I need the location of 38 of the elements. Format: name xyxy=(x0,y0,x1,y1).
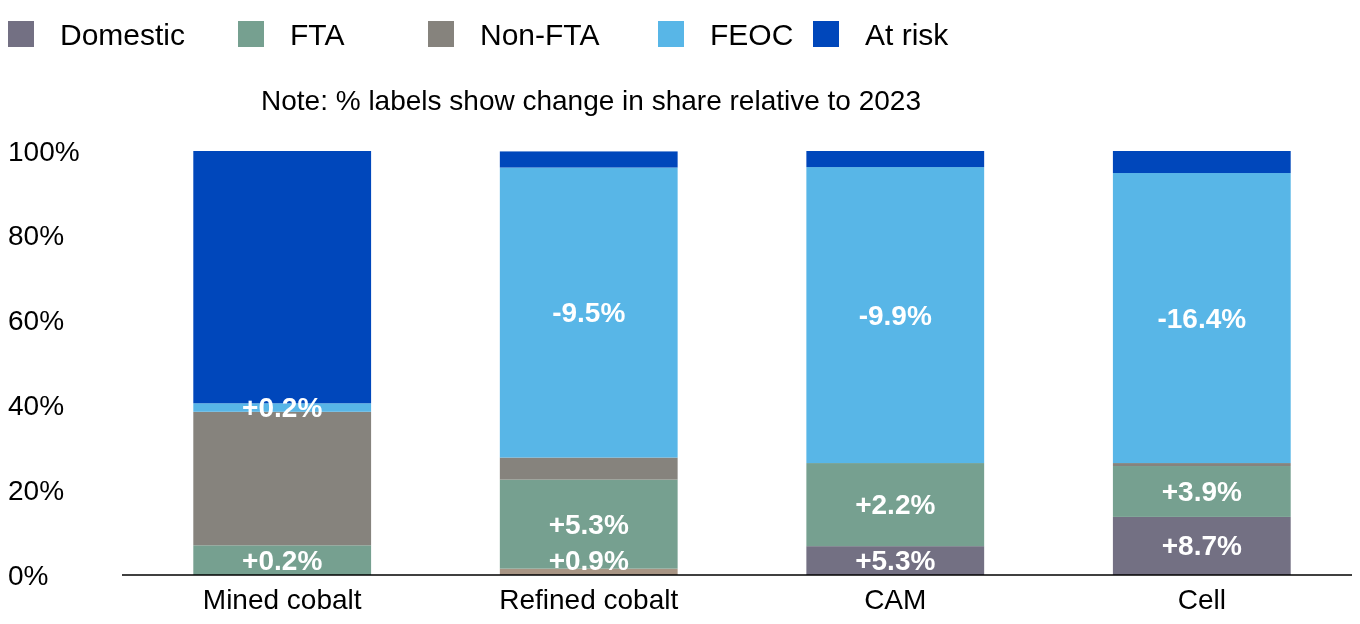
y-tick-label: 40% xyxy=(8,389,65,421)
annotation: +5.3% xyxy=(855,544,936,576)
bar xyxy=(499,167,678,458)
annotation: +3.9% xyxy=(1161,475,1242,507)
y-tick-label: 60% xyxy=(8,305,65,337)
bar xyxy=(806,151,985,168)
legend-label: FEOC xyxy=(710,17,794,51)
legend-label: Non-FTA xyxy=(480,17,600,51)
y-tick-label: 0% xyxy=(8,559,49,591)
x-tick-label: Refined cobalt xyxy=(499,583,679,615)
bar xyxy=(1112,516,1291,575)
annotation: +8.7% xyxy=(1161,530,1242,562)
bar xyxy=(499,479,678,569)
bar xyxy=(499,457,678,480)
legend-label: Domestic xyxy=(60,17,186,51)
bar xyxy=(806,463,985,547)
bar xyxy=(806,167,985,464)
bar xyxy=(499,151,678,168)
x-tick-label: Cell xyxy=(1177,583,1226,615)
legend-label: FTA xyxy=(290,17,345,51)
legend-label: At risk xyxy=(865,17,950,51)
x-tick-label: Mined cobalt xyxy=(202,583,362,615)
bar xyxy=(1112,151,1291,174)
annotation: +0.2% xyxy=(242,544,323,576)
y-tick-label: 80% xyxy=(8,220,65,252)
y-tick-label: 100% xyxy=(8,135,80,167)
annotation: +2.2% xyxy=(855,489,936,521)
text: Note: % labels show change in share relative to 2023 xyxy=(261,85,921,116)
y-tick-label: 20% xyxy=(8,474,65,506)
bar xyxy=(1112,173,1291,464)
annotation: -16.4% xyxy=(1157,302,1247,334)
annotation: +0.9% xyxy=(548,544,629,576)
x-tick-label: CAM xyxy=(864,583,927,615)
annotation: +5.3% xyxy=(548,508,629,540)
annotation: -9.9% xyxy=(858,299,932,331)
bar xyxy=(1112,463,1291,467)
annotation: -9.5% xyxy=(552,297,626,329)
bar xyxy=(1112,466,1291,517)
